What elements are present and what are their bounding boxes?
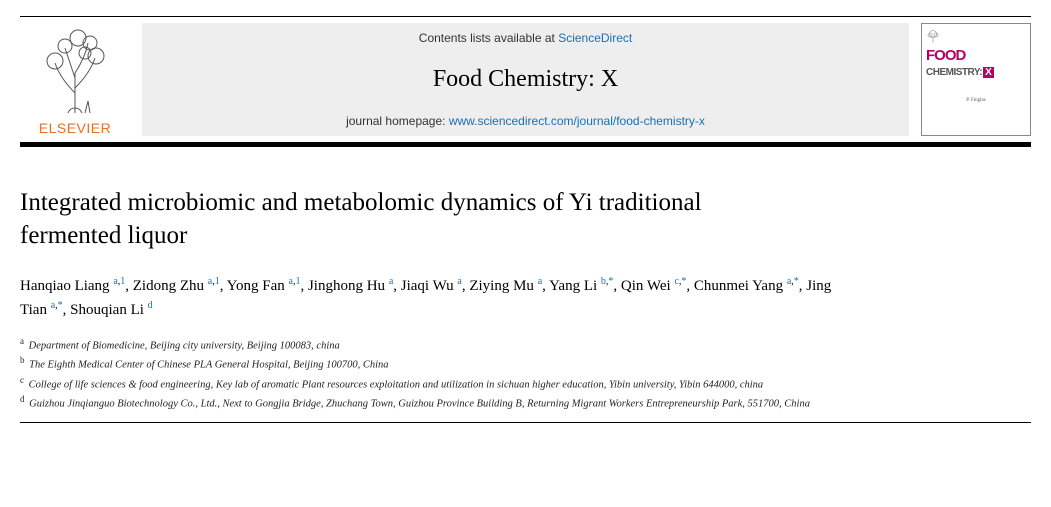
affiliation-text: Department of Biomedicine, Beijing city … xyxy=(26,341,340,352)
affiliation-label: d xyxy=(20,394,25,404)
cover-chem-text: CHEMISTRY: xyxy=(926,67,982,78)
affiliation-line: c College of life sciences & food engine… xyxy=(20,374,1020,393)
affiliation-line: a Department of Biomedicine, Beijing cit… xyxy=(20,335,1020,354)
author-name: Zidong Zhu xyxy=(133,278,208,294)
author-name: Qin Wei xyxy=(621,278,675,294)
affiliation-text: College of life sciences & food engineer… xyxy=(26,379,763,390)
sciencedirect-link[interactable]: ScienceDirect xyxy=(558,31,632,45)
author-name: Shouqian Li xyxy=(70,302,148,318)
elsevier-tree-icon xyxy=(30,23,120,118)
affiliation-label: b xyxy=(20,355,25,365)
author-separator: , xyxy=(220,278,227,294)
author-separator: , xyxy=(393,278,401,294)
affiliation-line: b The Eighth Medical Center of Chinese P… xyxy=(20,354,1020,373)
author-name: Yang Li xyxy=(549,278,601,294)
contents-line: Contents lists available at ScienceDirec… xyxy=(419,31,632,45)
thick-rule xyxy=(20,142,1031,147)
author-separator: , xyxy=(125,278,133,294)
contents-prefix: Contents lists available at xyxy=(419,31,558,45)
affiliation-text: Guizhou Jinqianguo Biotechnology Co., Lt… xyxy=(27,398,810,409)
author-name: Ziying Mu xyxy=(469,278,537,294)
author-name: Hanqiao Liang xyxy=(20,278,113,294)
journal-cover: FOOD CHEMISTRY:X P. Finglas xyxy=(921,23,1031,136)
author-name: Yong Fan xyxy=(227,278,289,294)
cover-editor: P. Finglas xyxy=(926,98,1026,103)
publisher-logo-box: ELSEVIER xyxy=(20,23,130,136)
publisher-name: ELSEVIER xyxy=(39,120,111,136)
cover-tree-icon xyxy=(926,28,940,44)
cover-food-text: FOOD xyxy=(926,48,1026,63)
homepage-link[interactable]: www.sciencedirect.com/journal/food-chemi… xyxy=(449,114,705,128)
author-separator: , xyxy=(613,278,621,294)
author-separator: , xyxy=(300,278,308,294)
affiliation-list: a Department of Biomedicine, Beijing cit… xyxy=(20,335,1020,412)
affiliation-label: c xyxy=(20,375,24,385)
affiliation-label: a xyxy=(20,336,24,346)
author-separator: , xyxy=(686,278,694,294)
author-affiliation-mark[interactable]: d xyxy=(148,300,153,311)
cover-title: FOOD CHEMISTRY:X xyxy=(926,48,1026,78)
author-list: Hanqiao Liang a,1, Zidong Zhu a,1, Yong … xyxy=(20,274,840,321)
affiliation-text: The Eighth Medical Center of Chinese PLA… xyxy=(27,360,389,371)
affiliation-line: d Guizhou Jinqianguo Biotechnology Co., … xyxy=(20,393,1020,412)
author-name: Chunmei Yang xyxy=(694,278,787,294)
header-row: ELSEVIER Contents lists available at Sci… xyxy=(20,23,1031,136)
article-title: Integrated microbiomic and metabolomic d… xyxy=(20,187,780,252)
top-rule xyxy=(20,16,1031,17)
bottom-rule xyxy=(20,422,1031,423)
homepage-line: journal homepage: www.sciencedirect.com/… xyxy=(346,114,705,128)
homepage-prefix: journal homepage: xyxy=(346,114,449,128)
journal-center-box: Contents lists available at ScienceDirec… xyxy=(142,23,909,136)
cover-x-badge: X xyxy=(983,67,994,78)
journal-name: Food Chemistry: X xyxy=(433,66,618,93)
author-name: Jiaqi Wu xyxy=(401,278,458,294)
author-name: Jinghong Hu xyxy=(308,278,389,294)
